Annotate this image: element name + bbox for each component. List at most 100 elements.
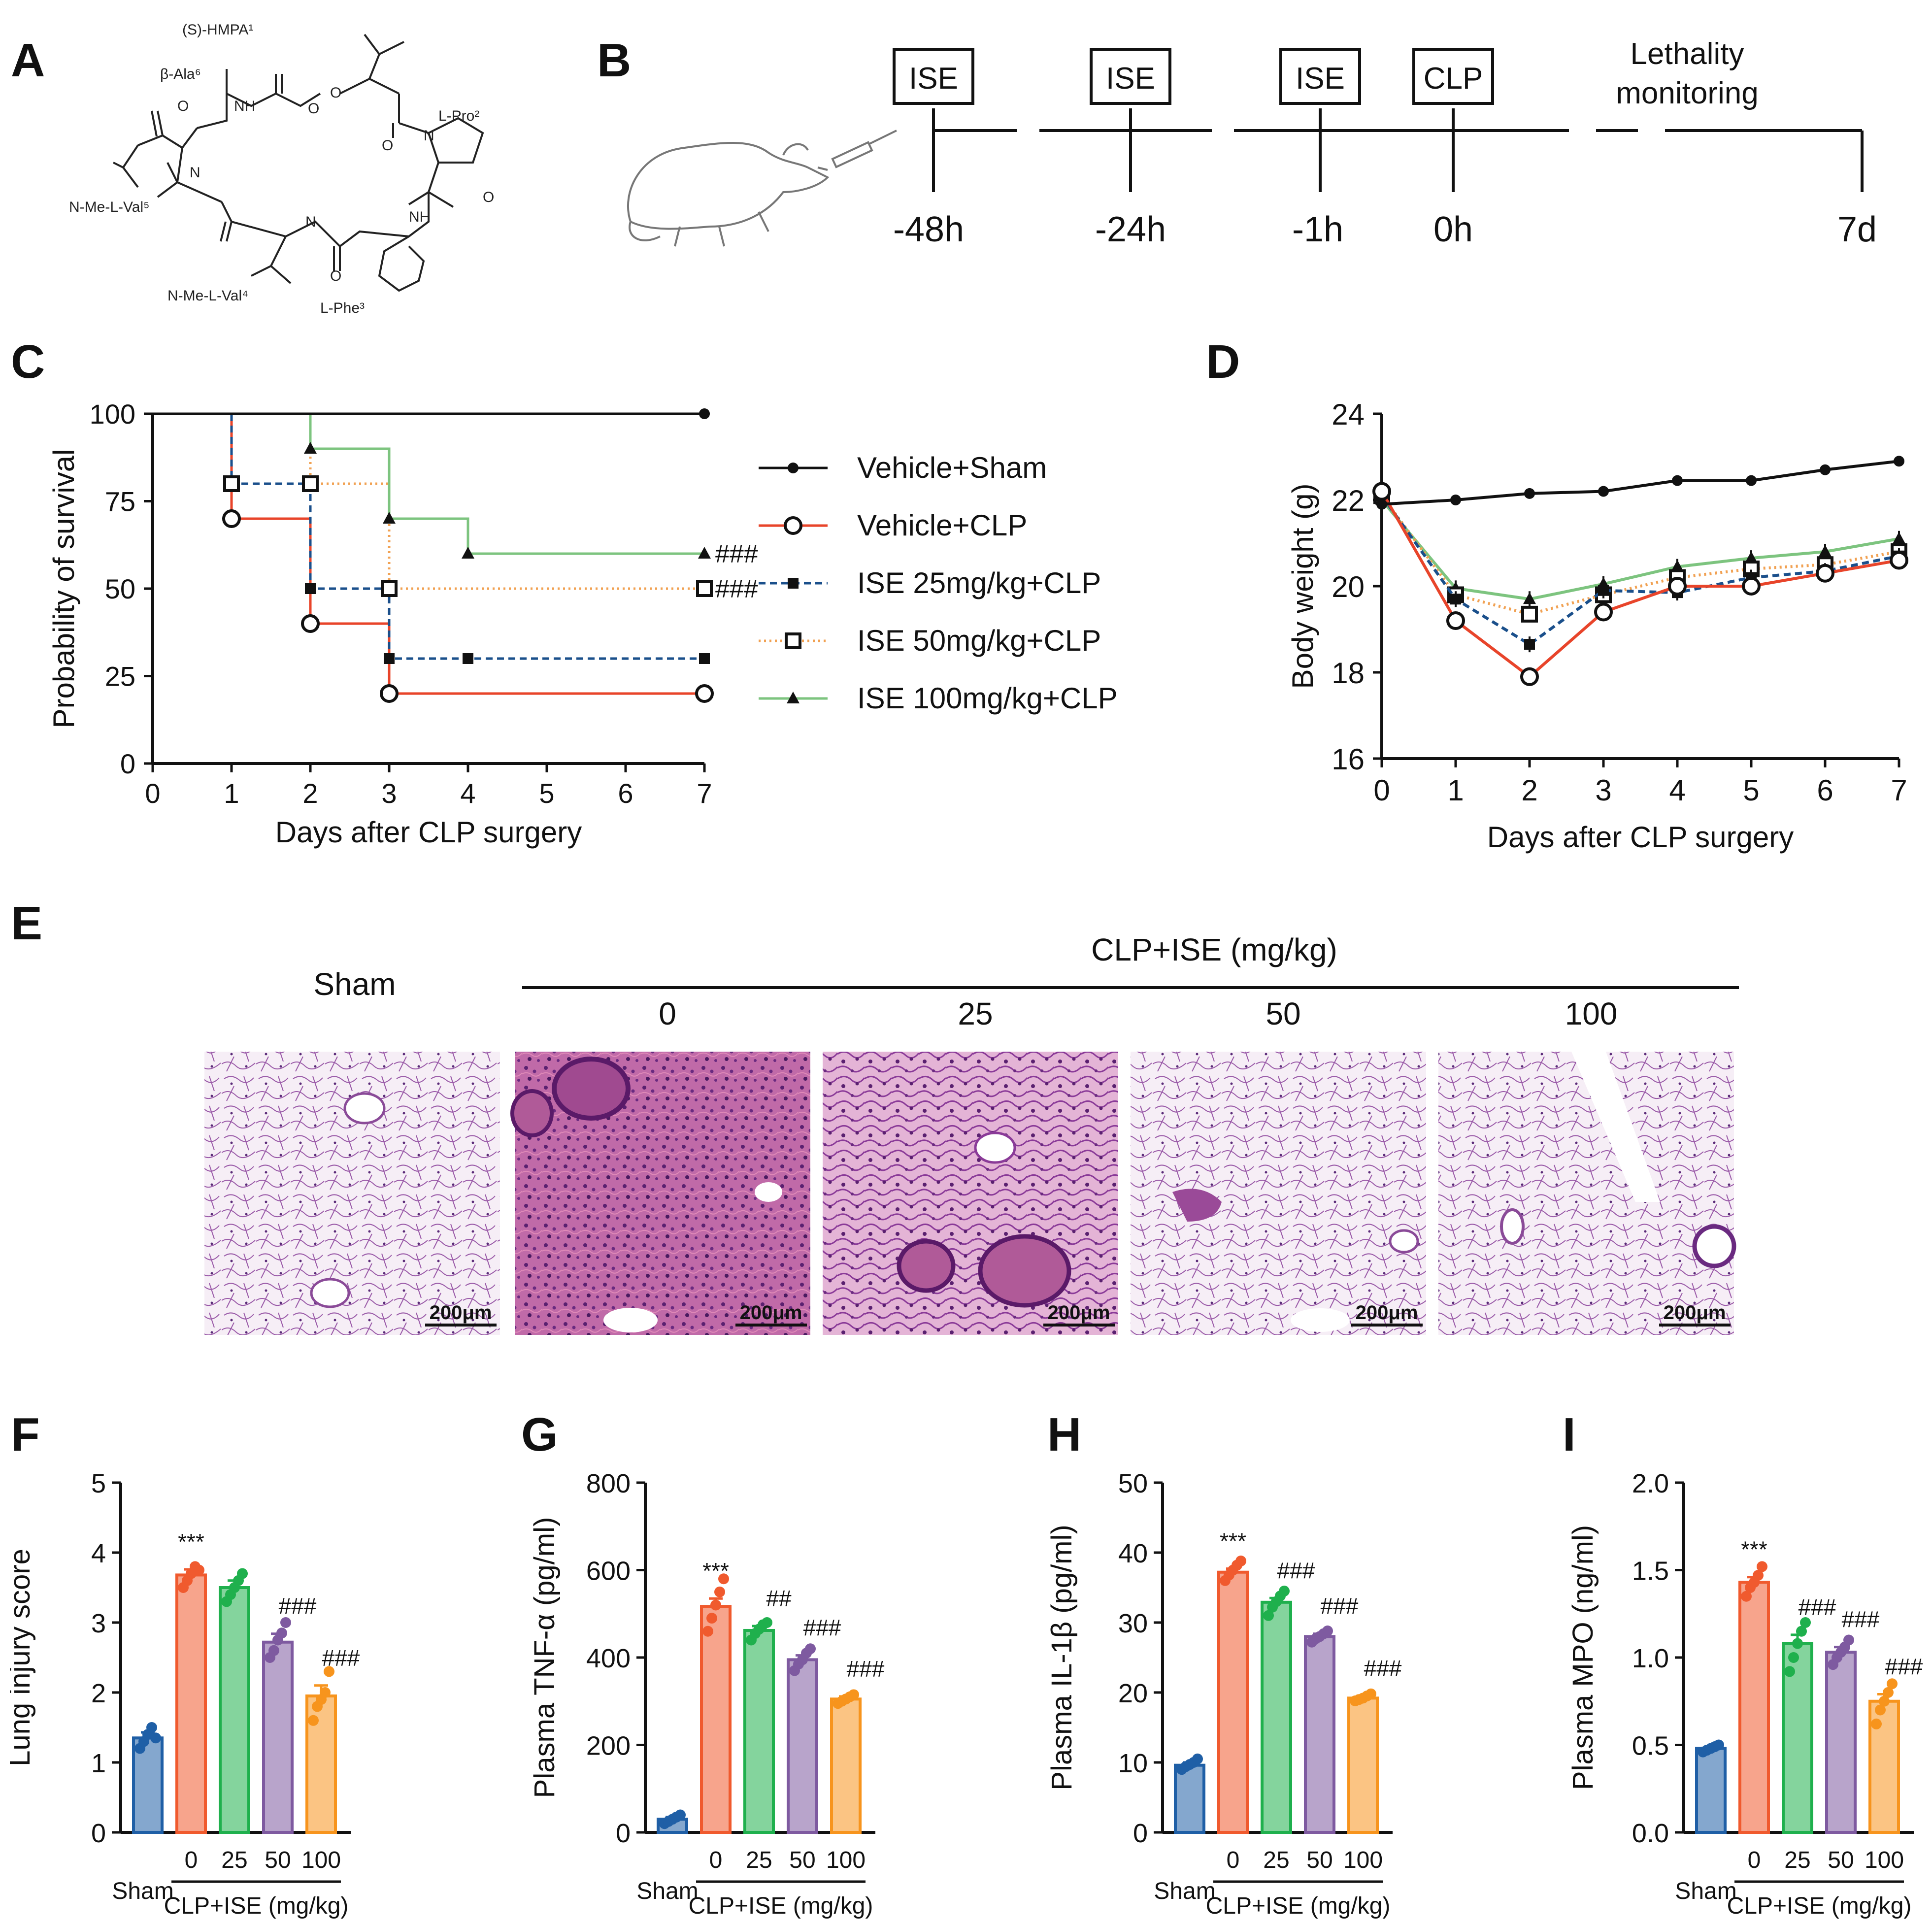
weight-marker-0 (1894, 456, 1904, 467)
legend-label: Vehicle+Sham (857, 451, 1047, 484)
significance-annotation: *** (1741, 1537, 1767, 1562)
significance-annotation: ### (847, 1656, 885, 1682)
structure-label-val4: N-Me-L-Val⁴ (167, 288, 248, 304)
data-point (308, 1715, 319, 1726)
survival-marker-4 (383, 512, 396, 524)
significance-annotation: ### (1277, 1558, 1315, 1583)
x-tick-label: 4 (1669, 774, 1685, 807)
bar-0 (1738, 1581, 1770, 1834)
data-point (1753, 1570, 1764, 1581)
weight-marker-1 (1594, 602, 1613, 622)
scale-bar-text: 200μm (1356, 1302, 1418, 1324)
timeline-monitor-line2: monitoring (1616, 76, 1758, 110)
data-point (1879, 1695, 1890, 1707)
weight-marker-2 (1598, 585, 1609, 596)
survival-marker-0 (699, 408, 710, 419)
survival-marker-3 (381, 580, 398, 597)
histology-image-clp-0: 200μm (510, 1052, 810, 1335)
histology-sham-label: Sham (313, 966, 396, 1002)
x-tick-label: 0 (1227, 1847, 1240, 1873)
survival-line-2 (153, 412, 704, 660)
x-tick-label: 25 (746, 1847, 772, 1873)
x-tick-label: 100 (826, 1847, 866, 1873)
survival-marker-4 (304, 442, 317, 454)
x-tick-label: 1 (1447, 774, 1464, 807)
y-tick-label: 2.0 (1632, 1469, 1669, 1498)
survival-marker-1 (301, 614, 320, 633)
weight-marker-0 (1746, 475, 1757, 486)
data-point (324, 1666, 334, 1677)
survival-marker-2 (463, 653, 473, 664)
survival-marker-4 (462, 547, 474, 559)
x-axis-label: CLP+ISE (mg/kg) (689, 1893, 873, 1919)
data-point (1713, 1739, 1724, 1751)
weight-marker-1 (1890, 551, 1908, 570)
weight-marker-1 (1520, 667, 1539, 686)
bar-25 (219, 1586, 250, 1834)
x-tick-label: 50 (1306, 1847, 1332, 1873)
y-tick-label: 1.5 (1632, 1557, 1669, 1586)
y-tick-label: 0.0 (1632, 1819, 1669, 1848)
x-tick-label: 25 (1263, 1847, 1289, 1873)
y-tick-label: 20 (1118, 1679, 1148, 1708)
y-axis-label: Plasma TNF-α (pg/ml) (529, 1517, 561, 1798)
significance-annotation: ### (322, 1645, 360, 1671)
data-point (1757, 1561, 1767, 1572)
bar-Sham (132, 1736, 164, 1834)
bar-Sham (1695, 1747, 1727, 1834)
y-tick-label: 4 (91, 1539, 106, 1568)
timeline-box-clp: CLP (1424, 62, 1483, 96)
significance-annotation: ### (715, 540, 758, 568)
y-axis-label: Plasma MPO (ng/ml) (1567, 1525, 1599, 1790)
atom-o-3: O (382, 137, 393, 154)
bar-0 (700, 1605, 732, 1834)
chemical-structure: (S)-HMPA¹ β-Ala⁶ L-Pro² N-Me-L-Val⁵ N-Me… (69, 22, 494, 316)
legend-marker (787, 692, 799, 703)
weight-line-1 (1380, 491, 1899, 679)
survival-marker-1 (380, 684, 399, 703)
x-tick-label-sham: Sham (1675, 1878, 1736, 1904)
body-weight-chart: 0 1 2 3 4 5 6 7 16 18 20 22 24 Days after CLP surgery… (1286, 398, 1908, 854)
y-axis-label: Body weight (g) (1286, 484, 1319, 689)
x-tick-label: 25 (221, 1847, 247, 1873)
y-tick-label: 50 (1118, 1469, 1148, 1498)
lung-histology-panel: Sham CLP+ISE (mg/kg) 0 25 50 100 200μm 2… (204, 932, 1739, 1335)
x-tick-label: 0 (145, 778, 160, 809)
y-axis-label: Probability of survival (47, 449, 80, 729)
structure-label-bala: β-Ala⁶ (160, 66, 201, 82)
timeline-monitor-line1: Lethality (1631, 37, 1744, 71)
data-point (237, 1568, 248, 1579)
significance-annotation: ## (766, 1586, 792, 1611)
x-axis-label: CLP+ISE (mg/kg) (1727, 1893, 1912, 1919)
data-point (805, 1643, 816, 1655)
significance-annotation: ### (1364, 1656, 1402, 1681)
y-tick-label: 600 (586, 1557, 631, 1586)
y-tick-label: 3 (91, 1609, 106, 1638)
weight-marker-4 (1893, 531, 1905, 544)
experiment-timeline: ISE ISE ISE CLP Lethality monitoring -48… (627, 37, 1877, 249)
data-point (1887, 1678, 1898, 1690)
x-tick-label: 50 (1828, 1847, 1854, 1873)
atom-n-1: N (424, 128, 434, 144)
weight-marker-0 (1524, 488, 1535, 499)
data-point (194, 1564, 204, 1576)
histology-dose-0: 0 (659, 996, 676, 1031)
bar-0 (1217, 1570, 1249, 1834)
legend-label: ISE 100mg/kg+CLP (857, 682, 1118, 715)
y-tick-label: 0 (120, 748, 135, 779)
survival-marker-1 (695, 684, 714, 703)
structure-label-val5: N-Me-L-Val⁵ (69, 199, 150, 215)
significance-annotation: *** (702, 1558, 729, 1584)
tnf-alpha-bar-chart: 0 200 400 600 800 Plasma TNF-α (pg/ml) *** 0 ## 2… (529, 1469, 885, 1919)
x-tick-label: 7 (697, 778, 712, 809)
survival-marker-4 (698, 547, 711, 559)
x-tick-label: 100 (301, 1847, 341, 1873)
atom-n-2: N (190, 165, 200, 181)
timeline-time-1h: -1h (1292, 210, 1343, 249)
significance-annotation: ### (279, 1593, 317, 1619)
significance-annotation: ### (1885, 1654, 1923, 1680)
weight-marker-2 (1450, 594, 1461, 605)
histology-dose-100: 100 (1565, 996, 1618, 1031)
weight-marker-4 (1671, 560, 1684, 572)
timeline-time-0h: 0h (1433, 210, 1473, 249)
